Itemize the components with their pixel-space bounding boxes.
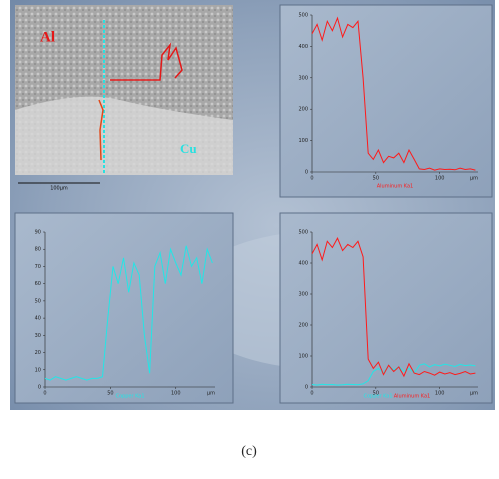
y-tick-label: 0: [38, 385, 41, 391]
legend-label: Copper Ka1: [115, 394, 144, 400]
x-tick-label: 0: [310, 176, 313, 182]
y-tick-label: 100: [298, 138, 308, 144]
y-tick-label: 400: [298, 261, 308, 267]
y-tick-label: 70: [35, 264, 41, 270]
sem-region: [15, 96, 233, 175]
y-tick-label: 100: [298, 354, 308, 360]
legend-label: Aluminum Ka1: [377, 184, 413, 190]
series-line: [311, 16, 476, 171]
series-line: [311, 237, 476, 378]
x-tick-label: 50: [373, 176, 379, 182]
caption: (c): [241, 444, 257, 459]
y-tick-label: 300: [298, 75, 308, 81]
x-unit: μm: [207, 391, 215, 397]
panel: [14, 212, 234, 404]
y-tick-label: 40: [35, 316, 41, 322]
x-tick-label: 0: [310, 391, 313, 397]
x-tick-label: 0: [43, 391, 46, 397]
y-tick-label: 90: [35, 230, 41, 236]
y-tick-label: 400: [298, 44, 308, 50]
x-tick-label: 100: [435, 391, 445, 397]
series-line: [311, 363, 476, 386]
x-unit: μm: [470, 391, 478, 397]
series-line: [44, 245, 213, 381]
y-tick-label: 0: [305, 385, 308, 391]
y-tick-label: 200: [298, 107, 308, 113]
x-unit: μm: [470, 176, 478, 182]
x-tick-label: 50: [107, 391, 113, 397]
legend-label: Copper Ka1: [363, 394, 392, 400]
element-label: Al: [40, 29, 55, 45]
panel: [279, 212, 493, 404]
y-tick-label: 50: [35, 298, 41, 304]
y-tick-label: 60: [35, 281, 41, 287]
scale-label: 100μm: [50, 186, 68, 192]
y-tick-label: 10: [35, 367, 41, 373]
x-tick-label: 100: [171, 391, 181, 397]
micrograph: Al Cu 100μm: [15, 5, 233, 192]
y-tick-label: 300: [298, 292, 308, 298]
x-tick-label: 100: [435, 176, 445, 182]
element-label: Cu: [180, 141, 197, 156]
y-tick-label: 0: [305, 170, 308, 176]
y-tick-label: 20: [35, 350, 41, 356]
y-tick-label: 30: [35, 333, 41, 339]
panel: [279, 4, 493, 198]
profile: [110, 42, 183, 81]
x-tick-label: 50: [373, 391, 379, 397]
y-tick-label: 200: [298, 323, 308, 329]
y-tick-label: 500: [298, 13, 308, 19]
legend-label: Aluminum Ka1: [394, 394, 430, 400]
y-tick-label: 500: [298, 230, 308, 236]
y-tick-label: 80: [35, 247, 41, 253]
profile: [98, 99, 104, 161]
